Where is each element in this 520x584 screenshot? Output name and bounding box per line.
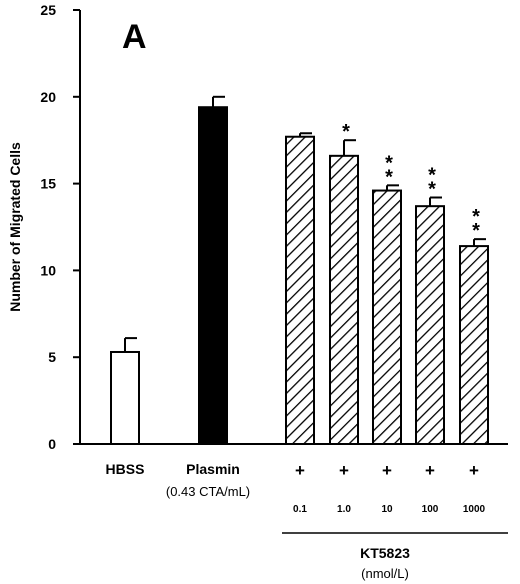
plus-sign: + [469,461,479,480]
bar [459,245,489,445]
plasmin-concentration-label: (0.43 CTA/mL) [166,484,250,499]
plus-signs: + + + + + [295,461,479,480]
bar [329,154,359,445]
bar [285,135,315,445]
category-label-hbss: HBSS [106,461,145,477]
concentration-label: 10 [381,504,393,515]
plus-sign: + [425,461,435,480]
group-unit-label: (nmol/L) [361,566,409,581]
significance-star: * [472,220,480,242]
significance-star: * [428,178,436,200]
concentration-label: 1000 [463,504,486,515]
y-tick-label: 5 [48,349,56,365]
bar [415,205,445,445]
category-label-plasmin: Plasmin [186,461,240,477]
concentration-labels: 0.1 1.0 10 100 1000 [293,504,486,515]
significance-star: * [428,164,436,186]
plus-sign: + [295,461,305,480]
panel-label: A [122,18,147,56]
significance-star: * [342,121,350,143]
y-tick-label: 25 [40,2,56,18]
y-tick-label: 0 [48,436,56,452]
y-tick-label: 10 [40,262,56,278]
y-axis-ticks: 0 5 10 15 20 25 [40,2,80,452]
significance-star: * [385,166,393,188]
plus-sign: + [382,461,392,480]
plus-sign: + [339,461,349,480]
group-label: KT5823 [360,545,410,561]
y-tick-label: 20 [40,89,56,105]
bars-group: *** **** [110,95,489,446]
bar [198,106,228,445]
concentration-label: 100 [422,504,439,515]
bar [372,189,402,445]
significance-star: * [385,152,393,174]
concentration-label: 0.1 [293,504,307,515]
significance-star: * [472,206,480,228]
y-tick-label: 15 [40,176,56,192]
concentration-label: 1.0 [337,504,351,515]
y-axis-title: Number of Migrated Cells [7,142,23,312]
bar [110,350,140,446]
